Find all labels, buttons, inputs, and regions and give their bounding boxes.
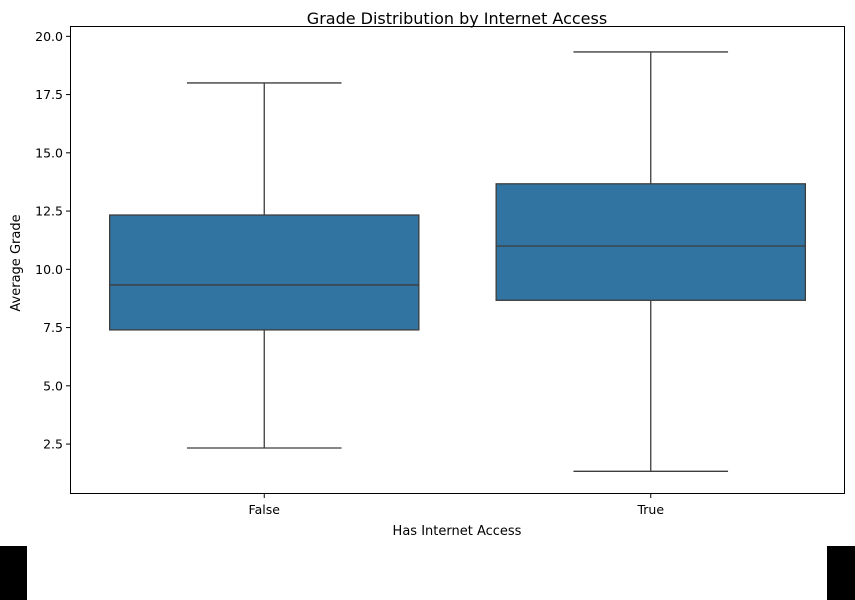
plot-frame bbox=[70, 26, 845, 494]
y-tick-label: 5.0 bbox=[43, 378, 63, 393]
y-axis-label: Average Grade bbox=[9, 214, 24, 311]
y-tick-label: 2.5 bbox=[43, 437, 63, 452]
y-tick-label: 17.5 bbox=[35, 87, 63, 102]
x-tick-label: True bbox=[636, 502, 664, 517]
y-tick-label: 15.0 bbox=[35, 145, 63, 160]
box-false bbox=[109, 82, 420, 449]
box-iqr bbox=[495, 183, 807, 301]
x-tick-label: False bbox=[249, 502, 281, 517]
letterbox-bar-right bbox=[827, 546, 855, 600]
y-tick-label: 10.0 bbox=[35, 262, 63, 277]
y-tick-label: 7.5 bbox=[43, 320, 63, 335]
plot-area bbox=[109, 51, 807, 472]
box-true bbox=[495, 51, 807, 472]
y-axis: 2.5 5.0 7.5 10.0 12.5 15.0 17.5 20.0 bbox=[35, 29, 71, 452]
x-axis: False True bbox=[249, 493, 664, 517]
x-axis-label: Has Internet Access bbox=[393, 524, 522, 539]
y-tick-label: 12.5 bbox=[35, 204, 63, 219]
chart-title: Grade Distribution by Internet Access bbox=[307, 9, 607, 28]
y-tick-label: 20.0 bbox=[35, 29, 63, 44]
letterbox-bar-left bbox=[0, 546, 27, 600]
box-iqr bbox=[109, 214, 420, 331]
